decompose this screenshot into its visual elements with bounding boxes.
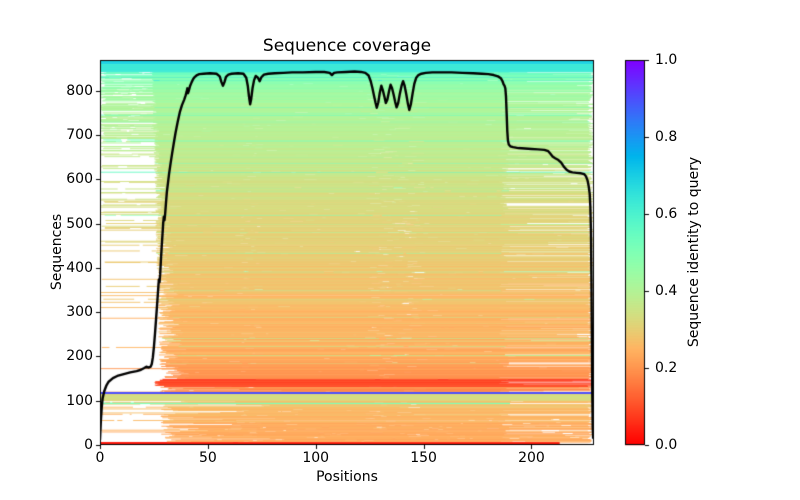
x-tick-label: 100 (302, 450, 330, 466)
y-tick-label: 200 (66, 348, 93, 365)
x-tick-label: 0 (95, 450, 105, 466)
plot-title: Sequence coverage (262, 36, 432, 56)
colorbar-label: Sequence identity to query (686, 156, 702, 348)
y-tick-label: 0 (84, 437, 93, 453)
y-tick-label: 600 (66, 171, 93, 188)
y-tick-label: 400 (66, 259, 93, 276)
colorbar-tick-label: 0.0 (655, 437, 678, 453)
x-axis-label: Positions (316, 469, 378, 485)
y-tick-label: 100 (66, 392, 93, 409)
colorbar-tick-label: 0.4 (655, 283, 678, 299)
y-tick-label: 300 (66, 304, 93, 321)
colorbar-tick-label: 0.2 (655, 360, 678, 376)
y-tick-label: 500 (66, 215, 93, 232)
x-tick-label: 50 (198, 450, 217, 466)
colorbar-tick-label: 1.0 (655, 52, 678, 68)
x-tick-label: 150 (410, 450, 437, 466)
colorbar-tick-label: 0.6 (655, 206, 678, 222)
colorbar-tick-label: 0.8 (655, 129, 678, 145)
y-tick-label: 700 (66, 127, 93, 144)
x-tick-label: 200 (518, 450, 545, 466)
y-tick-label: 800 (66, 82, 93, 99)
